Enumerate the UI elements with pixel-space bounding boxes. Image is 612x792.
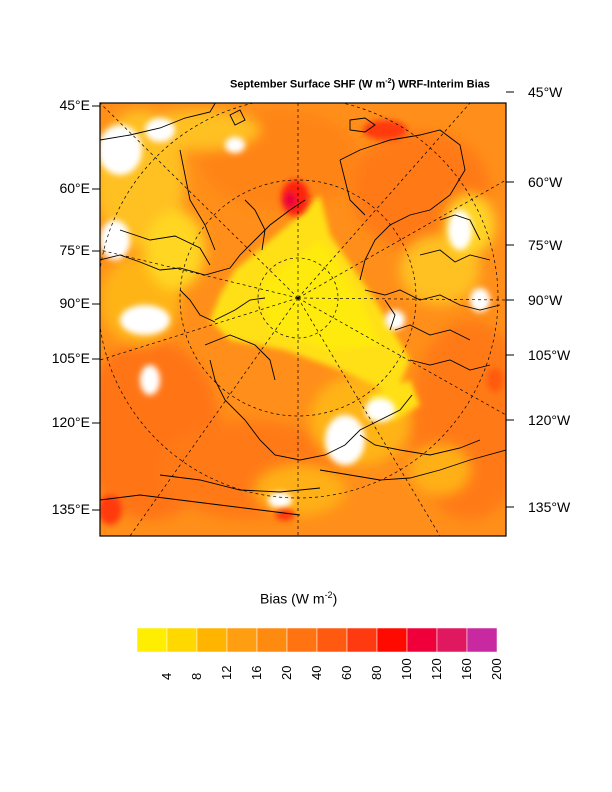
left-label-105e: 105°E [51,350,90,366]
colorbar-box-0 [136,627,168,653]
right-label-90w: 90°W [528,292,563,308]
colorbar-box-9 [406,627,438,653]
bias-field [100,103,506,536]
colorbar-label-12: 12 [219,665,234,680]
right-label-105w: 105°W [528,347,571,363]
colorbar-label-20: 20 [279,665,294,680]
right-label-135w: 135°W [528,499,571,515]
colorbar-box-5 [286,627,318,653]
coastlines [100,103,506,516]
colorbar-label-4: 4 [159,672,174,680]
colorbar-box-3 [226,627,258,653]
colorbar-box-10 [436,627,468,653]
colorbar-box-8 [376,627,408,653]
map-frame [99,102,507,537]
map-title: September Surface SHF (W m-2) WRF-Interi… [230,78,490,91]
colorbar-label-160: 160 [459,658,474,680]
colorbar-box-11 [466,627,498,653]
colorbar [136,627,498,653]
axis-ticks [92,91,514,511]
colorbar-label-16: 16 [249,665,264,680]
colorbar-box-1 [166,627,198,653]
colorbar-box-6 [316,627,348,653]
colorbar-title: Bias (W m-2) [260,590,338,607]
colorbar-box-2 [196,627,228,653]
colorbar-box-4 [256,627,288,653]
left-label-135e: 135°E [51,501,90,517]
colorbar-label-120: 120 [429,658,444,680]
right-label-120w: 120°W [528,412,571,428]
colorbar-label-80: 80 [369,665,384,680]
left-label-90e: 90°E [59,295,90,311]
colorbar-label-8: 8 [189,672,204,680]
graticule [100,103,506,536]
colorbar-label-40: 40 [309,665,324,680]
left-label-60e: 60°E [59,180,90,196]
colorbar-label-60: 60 [339,665,354,680]
left-label-45e: 45°E [59,97,90,113]
colorbar-box-7 [346,627,378,653]
colorbar-label-200: 200 [489,658,504,680]
colorbar-label-100: 100 [399,658,414,680]
left-label-75e: 75°E [59,242,90,258]
left-label-120e: 120°E [51,414,90,430]
right-label-75w: 75°W [528,237,563,253]
right-label-60w: 60°W [528,174,563,190]
right-label-45w: 45°W [528,84,563,100]
